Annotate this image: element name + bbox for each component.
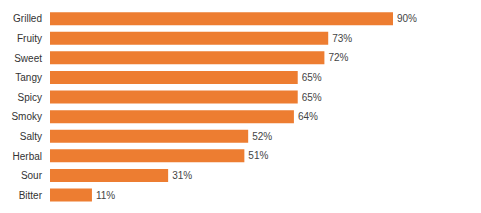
svg-text:11%: 11%: [96, 190, 115, 201]
svg-text:Smoky: Smoky: [11, 111, 42, 122]
svg-text:Bitter: Bitter: [19, 190, 43, 201]
svg-text:65%: 65%: [302, 72, 322, 83]
svg-text:Fruity: Fruity: [17, 33, 42, 44]
svg-text:73%: 73%: [332, 33, 352, 44]
svg-text:Sour: Sour: [21, 170, 43, 181]
svg-text:65%: 65%: [302, 92, 322, 103]
svg-text:90%: 90%: [397, 13, 417, 24]
svg-text:51%: 51%: [248, 150, 268, 161]
svg-text:Spicy: Spicy: [18, 92, 42, 103]
svg-text:31%: 31%: [172, 170, 192, 181]
svg-text:Sweet: Sweet: [14, 53, 42, 64]
svg-text:72%: 72%: [328, 52, 348, 63]
svg-text:52%: 52%: [252, 131, 272, 142]
svg-text:Grilled: Grilled: [13, 13, 42, 24]
svg-text:64%: 64%: [298, 111, 318, 122]
svg-text:Herbal: Herbal: [13, 151, 42, 162]
svg-text:Salty: Salty: [20, 131, 42, 142]
svg-text:Tangy: Tangy: [15, 72, 42, 83]
